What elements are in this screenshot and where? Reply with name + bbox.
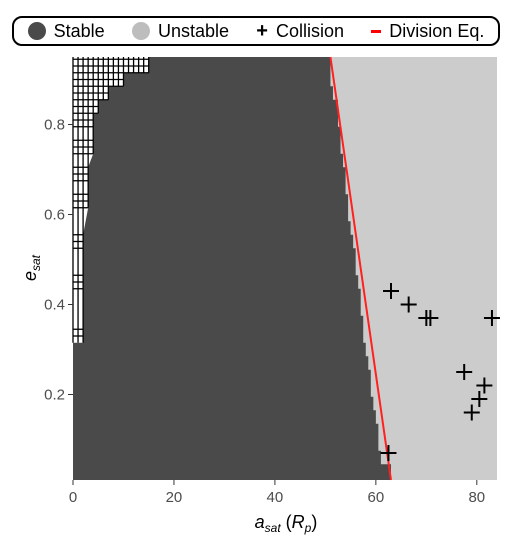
plot-area: [72, 56, 500, 481]
y-axis-title: esat: [20, 254, 43, 281]
collision-grid: [72, 57, 150, 343]
legend-item-collision: + Collision: [256, 21, 344, 42]
legend-stable-swatch: [27, 22, 46, 40]
legend-item-unstable: Unstable: [131, 20, 230, 42]
collision-point: [456, 364, 473, 380]
y-tick-label: 0.6: [44, 207, 65, 224]
collision-point: [422, 310, 439, 326]
x-tick-label: 80: [468, 489, 485, 506]
x-tick-label: 40: [267, 489, 284, 506]
legend-division-label: Division Eq.: [389, 20, 485, 41]
legend-division-swatch: [371, 29, 382, 33]
collision-region: [73, 57, 149, 343]
collision-point: [383, 283, 399, 299]
legend-item-stable: Stable: [27, 20, 105, 42]
x-tick-label: 20: [166, 489, 183, 506]
legend-stable-label: Stable: [53, 20, 105, 41]
axes: 0 20 40 60 80 0.2 0.4 0.6 0.8: [44, 117, 485, 507]
x-tick-label: 0: [69, 489, 77, 506]
y-tick-label: 0.4: [44, 297, 65, 314]
x-tick-label: 60: [368, 489, 385, 506]
stable-region: [73, 57, 391, 480]
legend-unstable-label: Unstable: [157, 20, 230, 41]
legend-collision-plus-icon: +: [256, 20, 268, 42]
x-axis-title: asat (Rp): [255, 512, 318, 535]
collision-point: [463, 404, 480, 421]
division-eq-line: [329, 56, 392, 481]
collision-point: [400, 296, 417, 313]
y-tick-label: 0.2: [44, 387, 65, 404]
legend: Stable Unstable + Collision Division Eq.: [12, 16, 500, 46]
legend-unstable-swatch: [131, 22, 150, 40]
legend-collision-label: Collision: [275, 20, 345, 41]
y-tick-label: 0.8: [44, 117, 65, 134]
collision-point: [471, 391, 488, 407]
collision-point: [476, 377, 493, 394]
legend-item-division: Division Eq.: [371, 21, 484, 42]
collision-point: [380, 445, 397, 461]
collision-point: [483, 310, 500, 326]
